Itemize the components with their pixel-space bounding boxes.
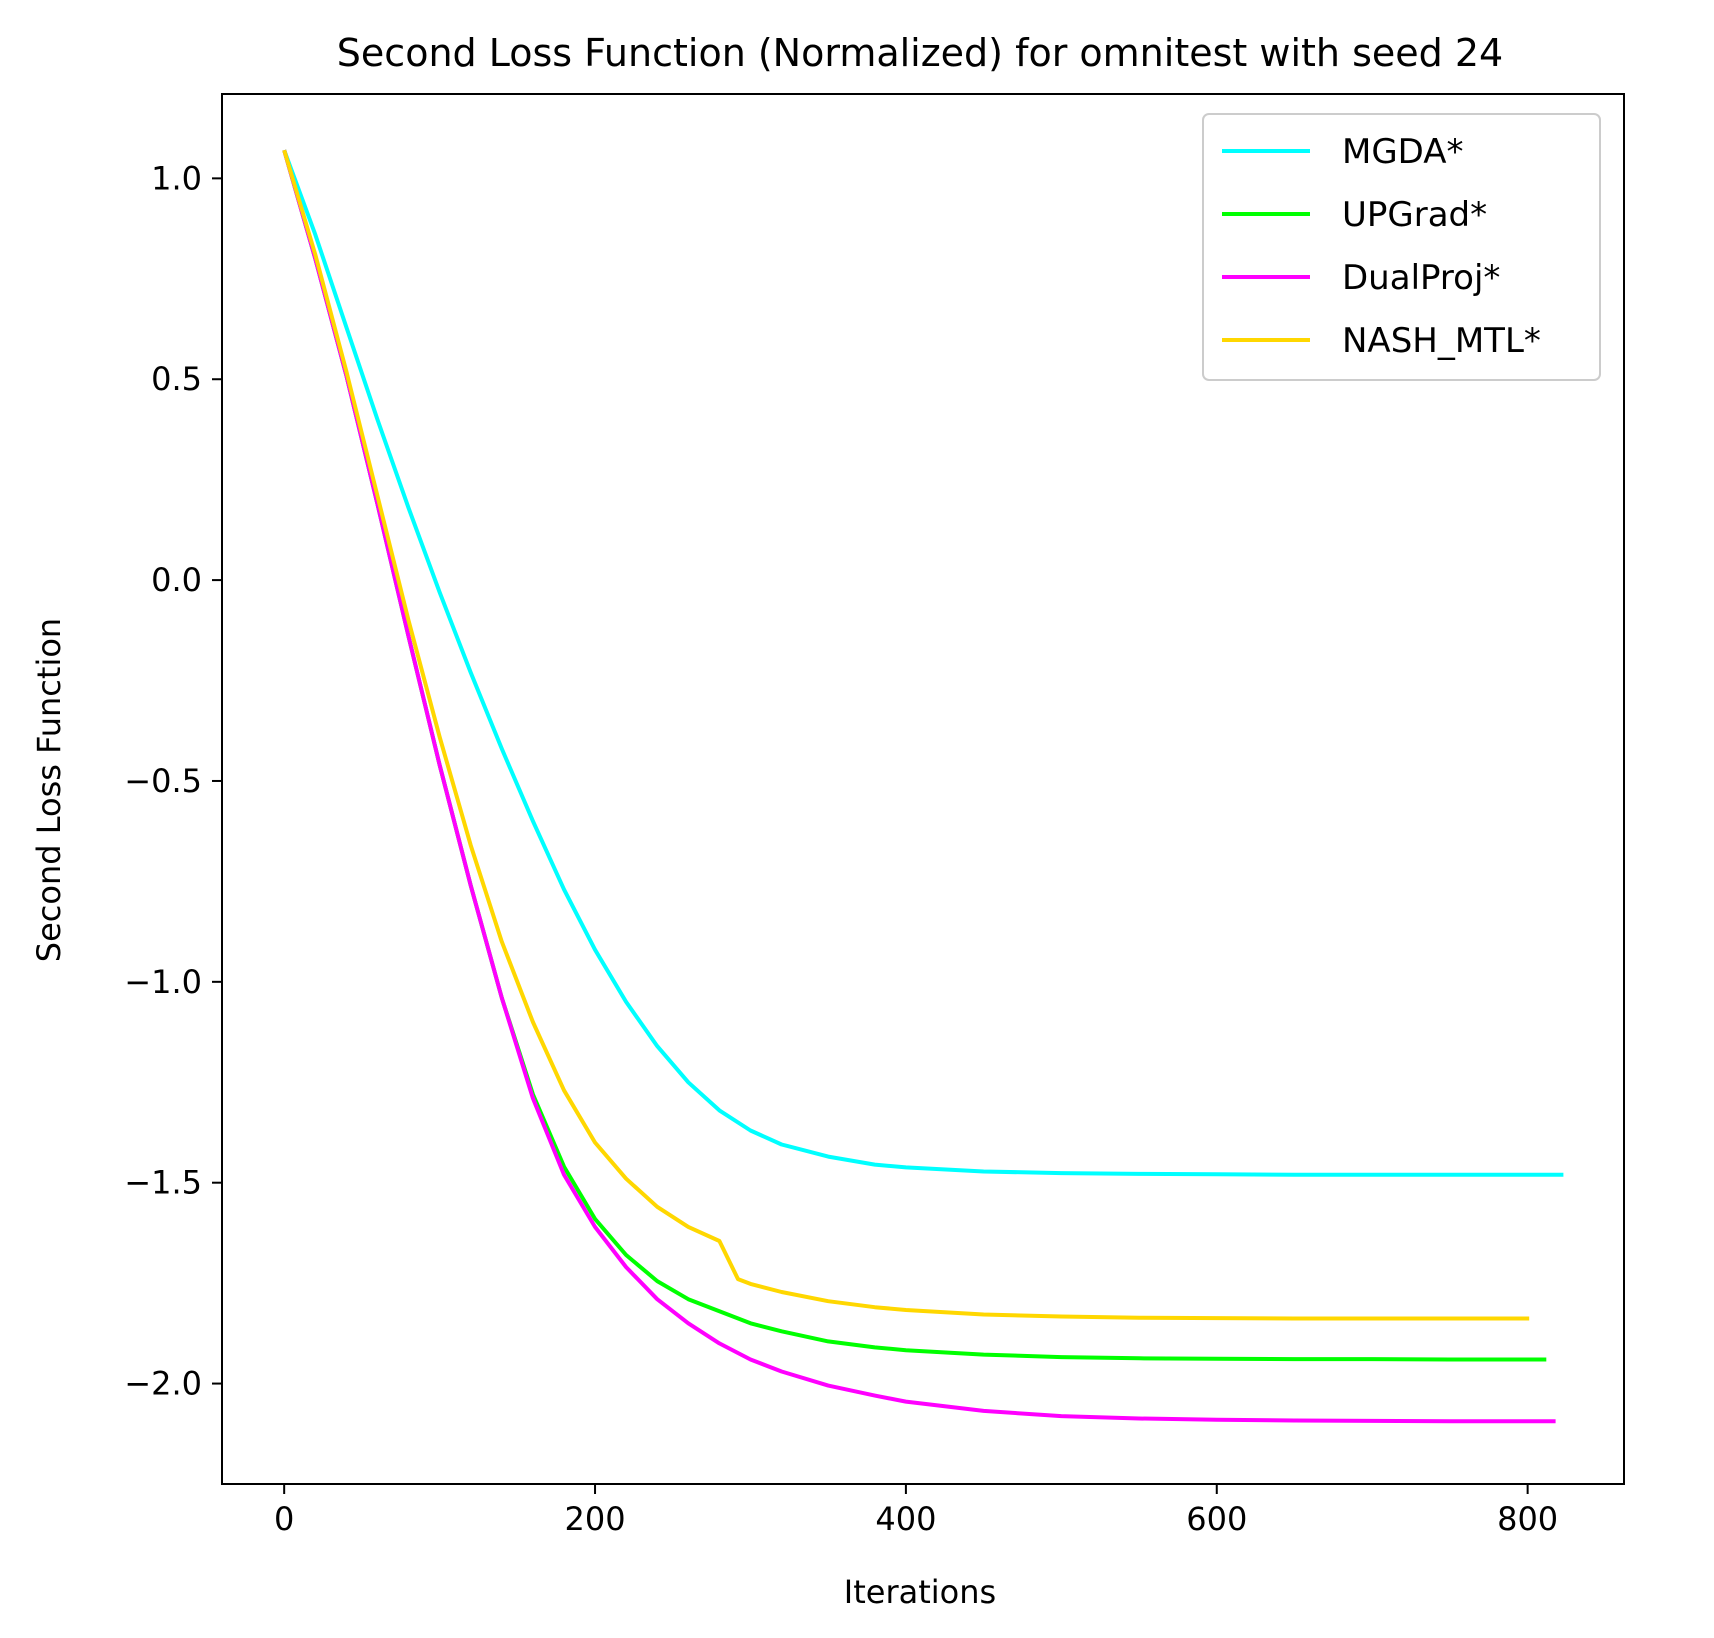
- x-tick-label: 0: [274, 1500, 294, 1538]
- x-axis: 0 200 400 600 800: [274, 1484, 1558, 1538]
- y-tick-label: −1.5: [124, 1164, 202, 1202]
- x-tick-label: 800: [1497, 1500, 1558, 1538]
- y-tick-label: 0.5: [151, 360, 202, 398]
- y-axis: 1.0 0.5 0.0 −0.5 −1.0 −1.5 −2.0: [124, 159, 222, 1403]
- legend-label-dualproj: DualProj*: [1342, 258, 1500, 298]
- legend-label-upgrad: UPGrad*: [1342, 195, 1487, 235]
- y-axis-label: Second Loss Function: [30, 618, 68, 962]
- legend-box: [1202, 113, 1601, 381]
- series-layer: [282, 149, 1564, 1424]
- x-tick-label: 200: [564, 1500, 625, 1538]
- chart-title: Second Loss Function (Normalized) for om…: [337, 31, 1503, 75]
- legend-label-nash-mtl: NASH_MTL*: [1342, 321, 1541, 361]
- y-tick-label: −0.5: [124, 762, 202, 800]
- series-line-dualproj: [282, 149, 1556, 1424]
- y-tick-label: 1.0: [151, 159, 202, 197]
- legend-label-mgda: MGDA*: [1342, 132, 1464, 172]
- y-tick-label: −1.0: [124, 963, 202, 1001]
- plot-frame: [221, 93, 1625, 1485]
- y-tick-label: 0.0: [151, 561, 202, 599]
- y-tick-label: −2.0: [124, 1365, 202, 1403]
- x-tick-label: 600: [1186, 1500, 1247, 1538]
- x-tick-label: 400: [875, 1500, 936, 1538]
- legend: MGDA* UPGrad* DualProj* NASH_MTL*: [1202, 113, 1601, 381]
- series-line-mgda: [282, 149, 1564, 1177]
- x-axis-label: Iterations: [844, 1573, 996, 1611]
- plot-area: 0 200 400 600 800 1.0 0.5 0.0 −0.5 −1.0 −1.5 −2.0: [124, 93, 1625, 1538]
- series-line-nash-mtl: [282, 149, 1530, 1321]
